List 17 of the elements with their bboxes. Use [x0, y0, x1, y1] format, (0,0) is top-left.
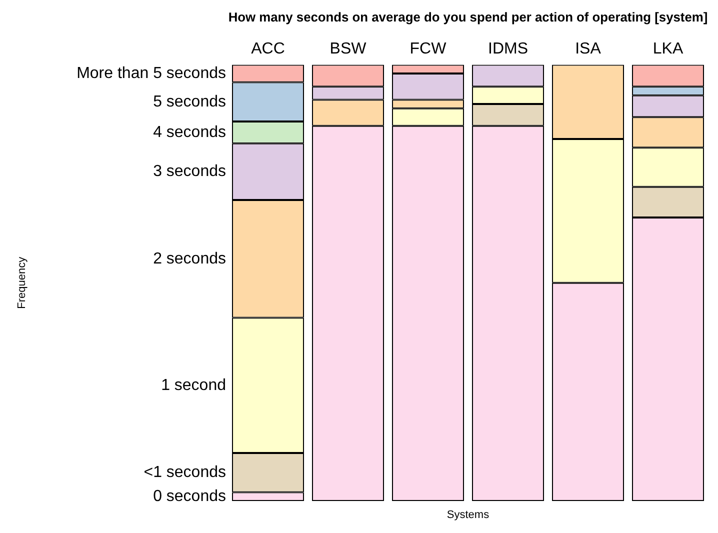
x-tick-label: LKA — [652, 40, 684, 58]
x-tick-label: ACC — [251, 40, 285, 58]
series-label: 0 seconds — [153, 488, 226, 506]
series-label: <1 seconds — [144, 464, 226, 482]
series-label: 1 second — [161, 376, 226, 394]
x-axis-title: Systems — [446, 509, 490, 522]
series-label: 3 seconds — [153, 163, 226, 180]
series-label: 5 seconds — [153, 93, 226, 110]
x-tick-label: BSW — [330, 40, 368, 58]
chart-title: How many seconds on average do you spend per action of operating [system] — [228, 9, 708, 24]
series-label: 2 seconds — [153, 250, 226, 268]
x-tick-label: ISA — [575, 40, 602, 58]
series-label: 4 seconds — [153, 124, 226, 141]
series-label: More than 5 seconds — [76, 64, 226, 82]
text: Frequency — [16, 256, 28, 309]
x-tick-label: FCW — [410, 40, 448, 58]
x-tick-label: IDMS — [488, 40, 528, 58]
